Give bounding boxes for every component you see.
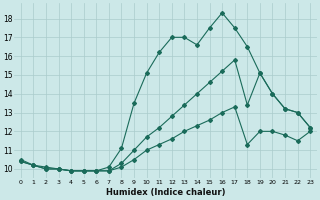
X-axis label: Humidex (Indice chaleur): Humidex (Indice chaleur) — [106, 188, 225, 197]
